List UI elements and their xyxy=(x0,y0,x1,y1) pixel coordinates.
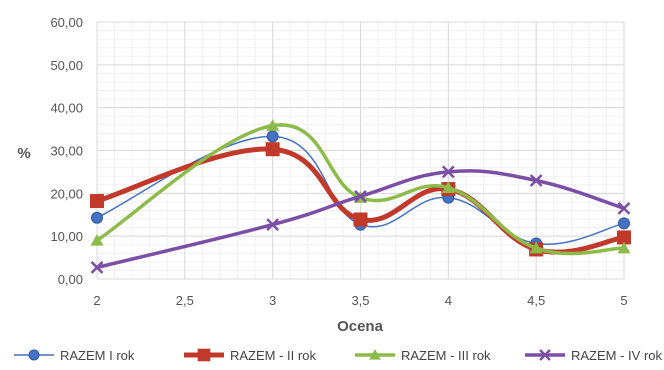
legend-label: RAZEM - II rok xyxy=(230,348,316,363)
x-tick-label: 5 xyxy=(620,293,627,308)
x-tick-label: 2,5 xyxy=(176,293,194,308)
data-point-legend xyxy=(539,349,551,361)
legend-item-2: RAZEM - II rok xyxy=(184,348,316,363)
data-point-2 xyxy=(265,142,280,157)
x-axis-title: Ocena xyxy=(337,318,384,335)
series-layer xyxy=(90,119,631,274)
x-tick-label: 4 xyxy=(445,293,452,308)
x-tick-label: 3,5 xyxy=(351,293,369,308)
data-point-legend xyxy=(28,349,40,361)
data-point-legend xyxy=(197,348,211,362)
data-point-4 xyxy=(617,201,631,215)
y-tick-label: 40,00 xyxy=(50,101,83,116)
data-point-2 xyxy=(617,230,631,245)
data-point-1 xyxy=(266,130,279,143)
data-point-2 xyxy=(353,212,368,227)
x-axis-ticks: 2 2,5 3 3,5 4 4,5 5 xyxy=(93,293,627,308)
data-point-4 xyxy=(354,189,367,203)
x-tick-label: 2 xyxy=(93,293,100,308)
legend-label: RAZEM - IV rok xyxy=(571,348,663,363)
data-point-3 xyxy=(529,241,543,254)
data-point-4 xyxy=(441,165,455,179)
data-point-3 xyxy=(266,119,280,131)
x-tick-label: 4,5 xyxy=(527,293,545,308)
data-point-3 xyxy=(617,241,631,254)
data-point-legend xyxy=(369,349,381,360)
legend-item-4: RAZEM - IV rok xyxy=(525,348,663,363)
legend-item-1: RAZEM I rok xyxy=(14,348,135,363)
series-4 xyxy=(90,165,631,274)
data-point-4 xyxy=(529,174,543,187)
series-line-4 xyxy=(95,169,626,270)
y-axis-ticks: 0,00 10,00 20,00 30,00 40,00 50,00 60,00 xyxy=(50,15,83,287)
data-point-4 xyxy=(90,261,104,274)
data-point-4 xyxy=(266,218,280,231)
legend: RAZEM I rok RAZEM - II rok RAZEM - III rok… xyxy=(14,348,663,363)
y-tick-label: 10,00 xyxy=(50,229,83,244)
legend-label: RAZEM I rok xyxy=(60,348,135,363)
y-tick-label: 30,00 xyxy=(50,144,83,159)
major-gridlines xyxy=(96,21,625,280)
y-tick-label: 20,00 xyxy=(50,186,83,201)
data-point-3 xyxy=(441,181,455,193)
y-tick-label: 50,00 xyxy=(50,58,83,73)
y-tick-label: 60,00 xyxy=(50,15,83,30)
legend-item-3: RAZEM - III rok xyxy=(355,348,491,363)
y-tick-label: 0,00 xyxy=(58,272,83,287)
data-point-1 xyxy=(91,211,103,224)
legend-label: RAZEM - III rok xyxy=(401,348,491,363)
data-point-1 xyxy=(618,217,630,230)
x-tick-label: 3 xyxy=(269,293,276,308)
y-axis-title: % xyxy=(17,145,30,162)
data-point-3 xyxy=(90,233,104,246)
data-point-2 xyxy=(90,194,104,209)
